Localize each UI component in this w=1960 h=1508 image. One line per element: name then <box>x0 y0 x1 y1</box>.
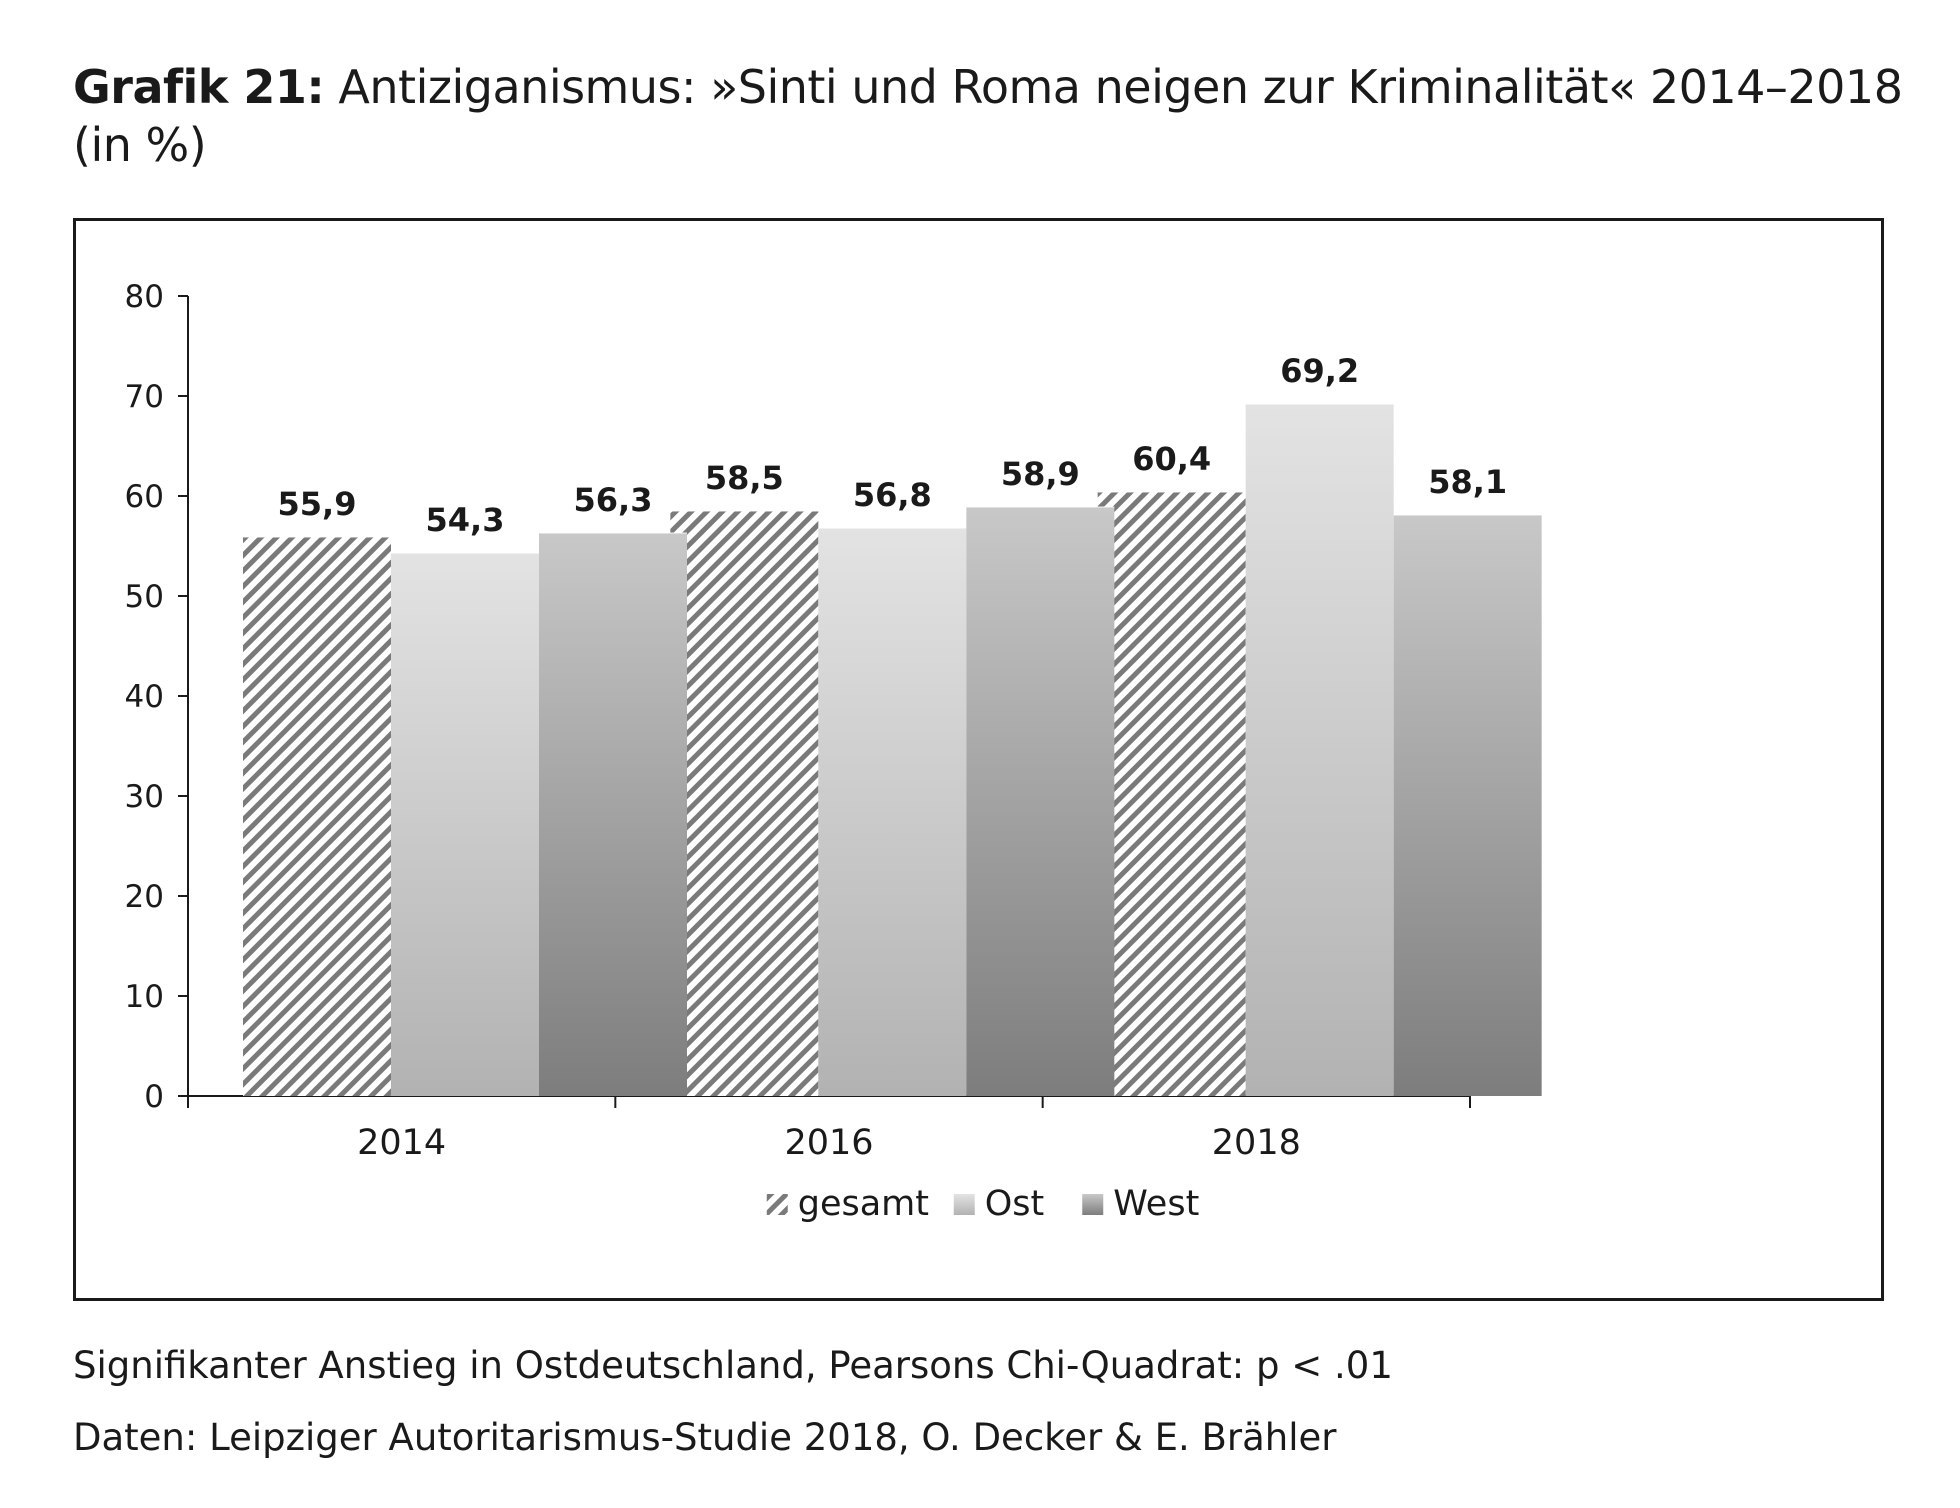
data-labels: 55,9 58,5 60,4 54,3 56,8 69,2 56,3 58,9 58,1 <box>278 352 1508 539</box>
y-tick-label: 30 <box>125 779 164 815</box>
data-label: 56,8 <box>853 476 932 514</box>
bar-gesamt-2016 <box>670 511 819 1096</box>
bar-gesamt-2014 <box>243 537 391 1096</box>
y-tick-label: 70 <box>125 379 164 415</box>
x-tick-label: 2016 <box>784 1123 873 1163</box>
y-tick-label: 10 <box>125 979 164 1015</box>
chart-title-line1: Grafik 21: Antiziganismus: »Sinti und Ro… <box>73 58 1903 116</box>
title-lead: Grafik 21: <box>73 60 325 114</box>
y-tick-label: 0 <box>144 1079 164 1115</box>
data-label: 55,9 <box>278 485 357 523</box>
legend-label-ost: Ost <box>985 1184 1045 1224</box>
chart-title: Grafik 21: Antiziganismus: »Sinti und Ro… <box>73 58 1903 174</box>
data-label: 58,1 <box>1428 463 1507 501</box>
legend-swatch-west <box>1082 1194 1104 1215</box>
x-tick-label: 2014 <box>357 1123 446 1163</box>
bar-ost-2016 <box>818 528 967 1096</box>
data-label: 69,2 <box>1280 352 1359 390</box>
legend-label-west: West <box>1113 1184 1199 1224</box>
bar-west-2014 <box>539 533 687 1096</box>
footnotes: Signifikanter Anstieg in Ostdeutschland,… <box>73 1330 1393 1474</box>
y-tick-label: 40 <box>125 679 164 715</box>
data-label: 56,3 <box>574 481 653 519</box>
data-label: 58,5 <box>705 459 784 497</box>
chart-title-line2: (in %) <box>73 118 207 172</box>
bar-west-2018 <box>1393 515 1542 1096</box>
y-tick-label: 80 <box>125 279 164 315</box>
x-tick-label: 2018 <box>1212 1123 1301 1163</box>
data-source: Daten: Leipziger Autoritarismus-Studie 2… <box>73 1416 1337 1459</box>
legend-label-gesamt: gesamt <box>798 1184 929 1224</box>
bar-gesamt-2018 <box>1097 492 1246 1096</box>
data-label: 54,3 <box>426 501 505 539</box>
y-tick-label: 50 <box>125 579 164 615</box>
y-tick-label: 20 <box>125 879 164 915</box>
legend: gesamt Ost West <box>766 1184 1199 1224</box>
y-tick-label: 60 <box>125 479 164 515</box>
chart-frame: 0 10 20 30 40 50 60 70 80 2014 2016 2018 55,9 58,5 60… <box>73 218 1884 1301</box>
title-rest: Antiziganismus: »Sinti und Roma neigen z… <box>338 60 1903 114</box>
bar-ost-2014 <box>391 553 539 1096</box>
data-label: 58,9 <box>1001 455 1080 493</box>
bars <box>243 403 1542 1096</box>
bar-west-2016 <box>966 507 1115 1096</box>
legend-swatch-gesamt <box>766 1194 788 1215</box>
bar-chart: 0 10 20 30 40 50 60 70 80 2014 2016 2018 55,9 58,5 60… <box>125 279 1542 1224</box>
bar-ost-2018 <box>1245 404 1394 1096</box>
significance-note: Signifikanter Anstieg in Ostdeutschland,… <box>73 1344 1393 1387</box>
data-label: 60,4 <box>1132 440 1211 478</box>
legend-swatch-ost <box>953 1194 975 1215</box>
